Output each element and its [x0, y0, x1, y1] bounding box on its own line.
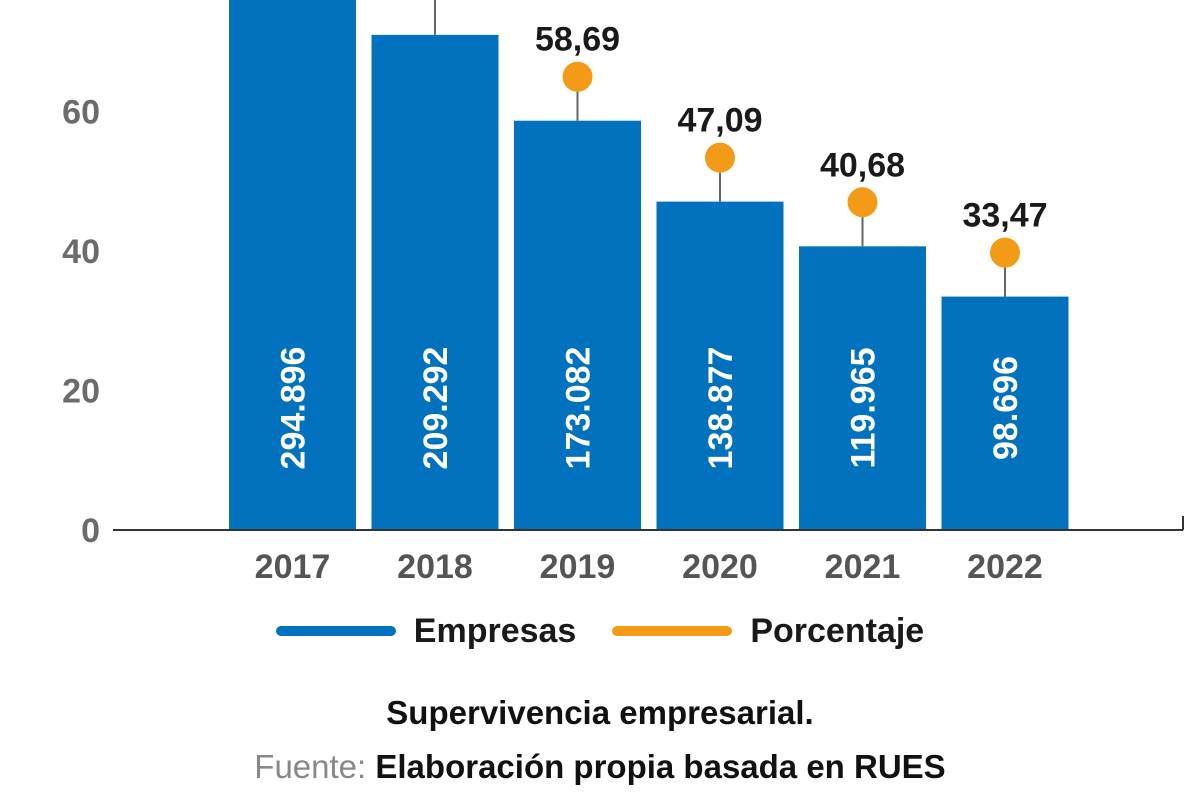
bar-value-label-2022: 98.696 — [987, 356, 1025, 460]
bar-value-label-2017: 294.896 — [275, 347, 313, 470]
x-tick-label-2018: 2018 — [397, 548, 473, 586]
bar-value-label-2021: 119.965 — [845, 347, 883, 468]
bars-group: 294.896 209.292 173.082 138.877 119.965 98.69… — [229, 0, 1069, 531]
legend: Empresas Porcentaje — [0, 606, 1200, 656]
chart-caption-title: Supervivencia empresarial. — [386, 694, 814, 731]
source-text: Elaboración propia basada en RUES — [375, 748, 946, 785]
bar-2017 — [229, 0, 356, 531]
dot-2021 — [847, 187, 878, 218]
legend-item-porcentaje: Porcentaje — [612, 612, 924, 651]
bar-chart: 0 20 40 60 294.896 209.292 173.082 138.877 119.… — [62, 0, 1184, 586]
y-tick-label-20: 20 — [62, 373, 100, 411]
y-tick-label-40: 40 — [62, 233, 100, 271]
dots-group — [562, 61, 1020, 268]
dot-labels-group: 58,69 47,09 40,68 33,47 — [535, 21, 1048, 235]
dot-2020 — [705, 142, 735, 173]
bar-2021 — [799, 246, 926, 530]
bar-value-label-2020: 138.877 — [702, 347, 740, 470]
source-prefix: Fuente: — [254, 748, 376, 785]
y-axis-ticks: 0 20 40 60 — [62, 94, 100, 550]
x-tick-label-2021: 2021 — [825, 548, 901, 586]
bar-2018 — [371, 34, 499, 531]
chart-source: Fuente: Elaboración propia basada en RUE… — [0, 748, 1200, 786]
x-tick-label-2022: 2022 — [967, 548, 1043, 586]
y-tick-label-60: 60 — [62, 94, 100, 132]
y-tick-label-0: 0 — [81, 512, 100, 550]
legend-label-porcentaje: Porcentaje — [750, 611, 925, 650]
bar-2022 — [941, 296, 1069, 530]
legend-swatch-empresas — [275, 626, 396, 636]
dot-value-label-2019: 58,69 — [535, 21, 620, 59]
bar-value-label-2019: 173.082 — [560, 347, 598, 470]
bar-value-label-2018: 209.292 — [417, 347, 455, 470]
dot-2022 — [990, 237, 1020, 268]
dot-value-label-2020: 47,09 — [677, 102, 762, 140]
bar-2019 — [514, 120, 641, 530]
dot-value-label-2022: 33,47 — [962, 197, 1047, 235]
x-tick-label-2020: 2020 — [682, 548, 758, 586]
legend-swatch-porcentaje — [612, 626, 733, 636]
x-axis-ticks: 2017 2018 2019 2020 2021 2022 — [255, 548, 1043, 586]
dot-2019 — [562, 61, 593, 92]
legend-label-empresas: Empresas — [413, 611, 577, 650]
bar-2020 — [656, 201, 784, 531]
legend-item-empresas: Empresas — [275, 611, 577, 651]
x-tick-label-2019: 2019 — [540, 548, 616, 586]
dot-value-label-2021: 40,68 — [820, 146, 905, 184]
x-tick-label-2017: 2017 — [255, 548, 331, 586]
